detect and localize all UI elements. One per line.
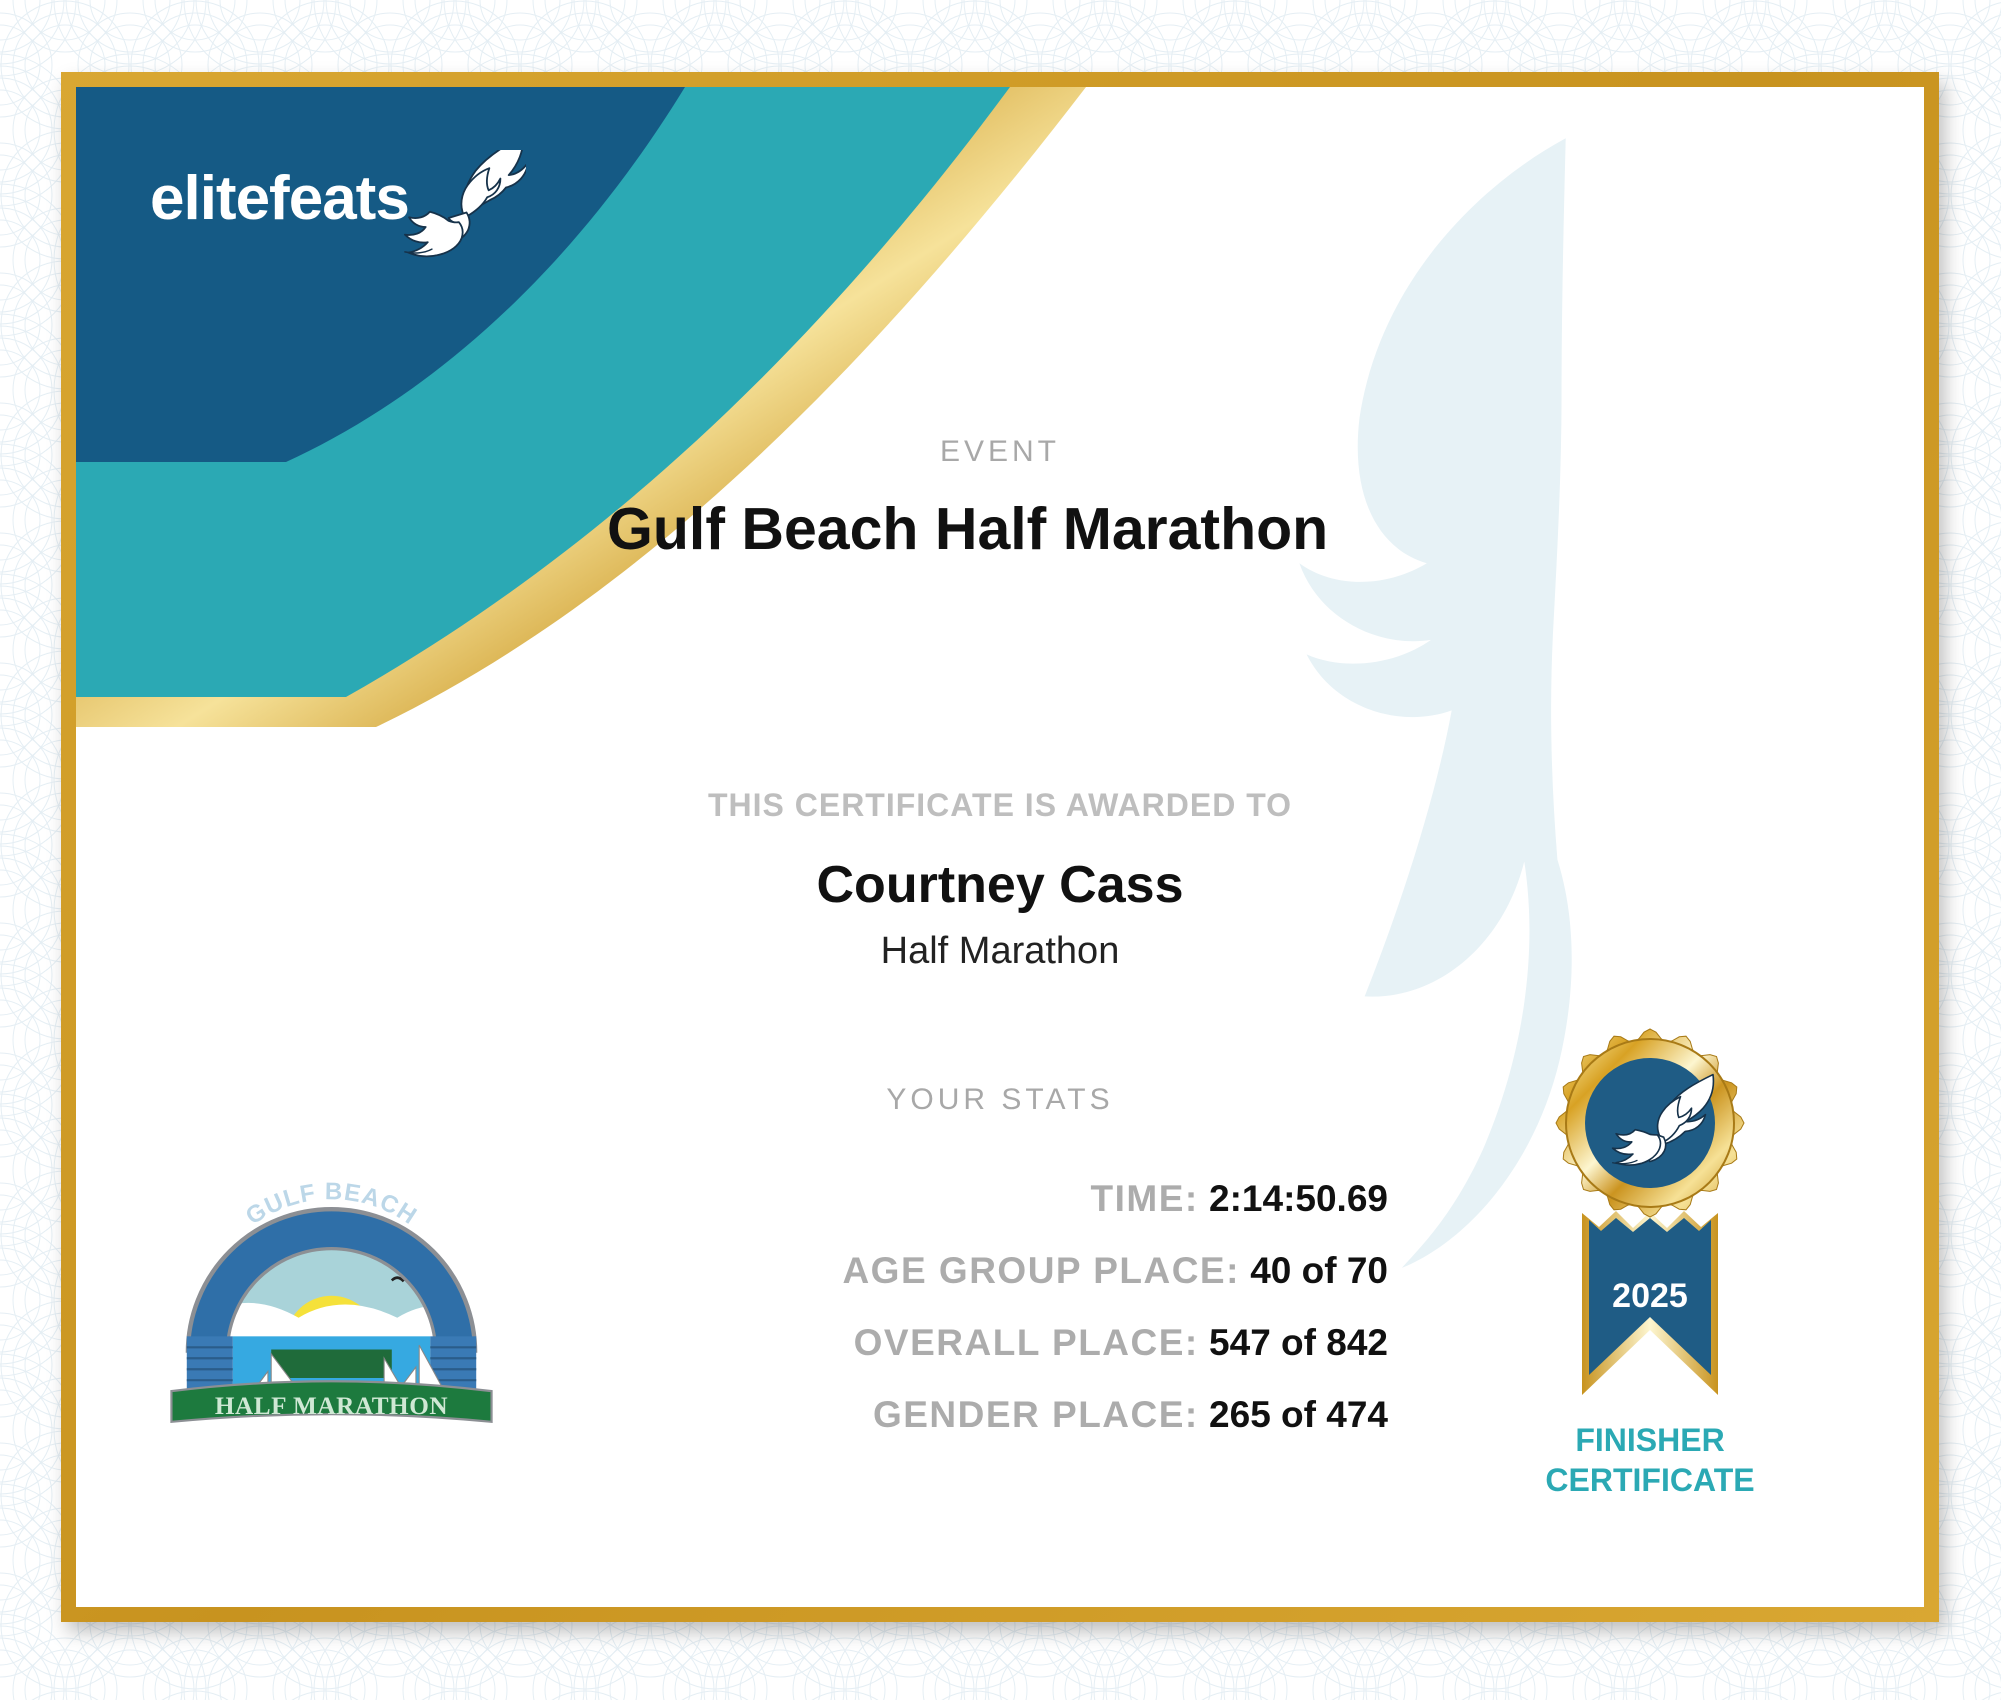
svg-text:HALF MARATHON: HALF MARATHON	[215, 1393, 448, 1420]
svg-text:2025: 2025	[1612, 1277, 1688, 1315]
